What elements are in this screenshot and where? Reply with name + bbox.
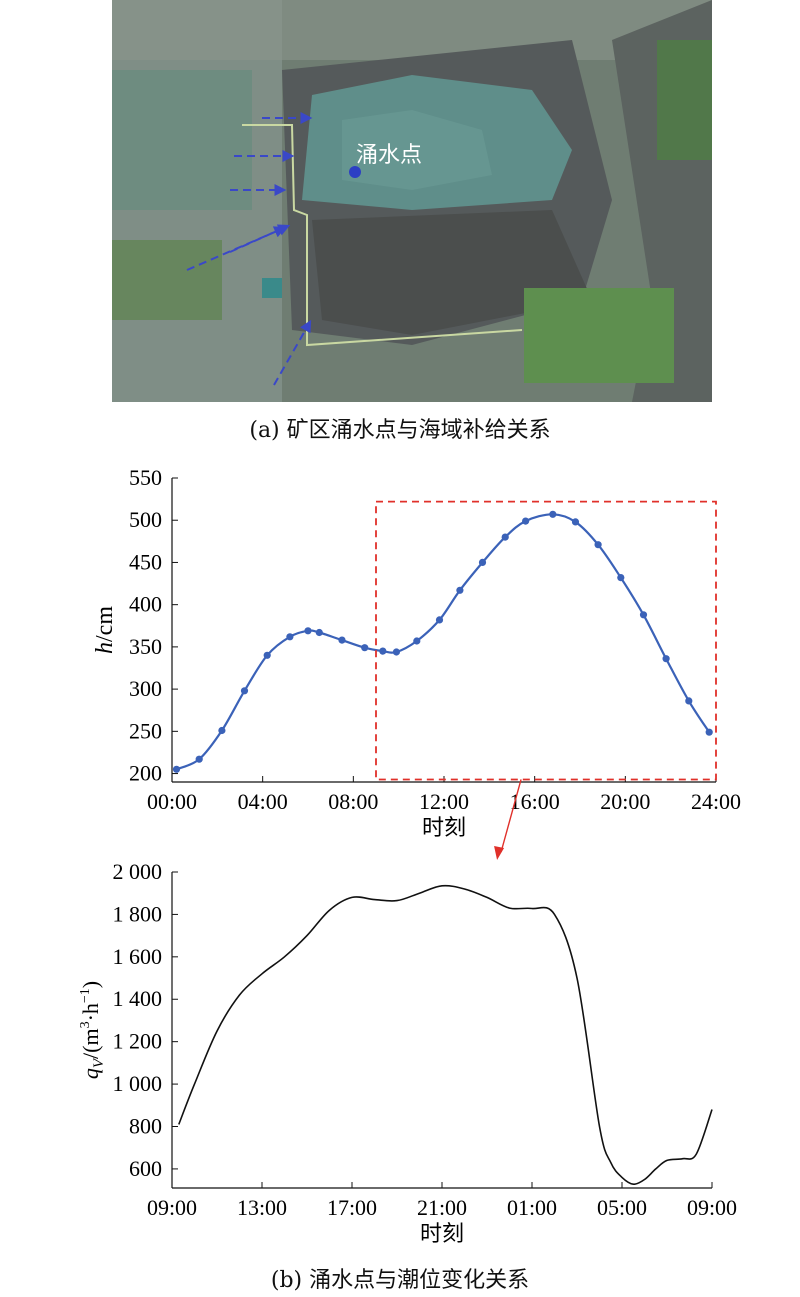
data-point [594,541,602,549]
data-point [392,648,400,656]
y-tick-label: 1 200 [113,1029,163,1054]
data-point [685,697,693,705]
data-point [263,651,271,659]
y-axis-label-q: q [78,1068,103,1079]
y-axis-label-unit: /(m [78,1028,103,1059]
x-tick-label: 09:00 [687,1195,737,1220]
x-tick-label: 17:00 [327,1195,377,1220]
data-point [549,510,557,518]
data-point [286,633,294,641]
y-tick-label: 1 400 [113,986,163,1011]
y-tick-label: 500 [129,507,162,532]
inrush-point-marker [349,166,361,178]
data-point [456,586,464,594]
y-tick-label: 550 [129,465,162,490]
y-axis-label-sub: V [91,1057,107,1068]
mine-aerial-photo: 涌水点 [112,0,712,402]
y-axis-label-sup2: −1 [78,988,93,1003]
inflow-rate-series-line [178,884,713,1186]
x-tick-label: 20:00 [600,789,650,814]
x-tick-label: 24:00 [691,789,741,814]
y-axis-label-unit: /cm [92,606,118,642]
x-axis-label: 时刻 [420,1221,464,1246]
y-tick-label: 350 [129,634,162,659]
data-point [172,765,181,773]
data-point [315,628,323,637]
caption-b: (b) 涌水点与潮位变化关系 [270,1268,530,1293]
highlight-arrow-line [500,779,522,853]
y-tick-label: 800 [129,1113,162,1138]
data-point [240,687,249,695]
data-point [501,533,509,541]
data-point [571,518,580,526]
tide-level-chart: 200 250 300 350 400 450 500 550 00:00 04:00 08:00 1… [92,465,741,860]
x-tick-label: 00:00 [147,789,197,814]
y-axis-label-end: ) [78,981,103,988]
data-point [435,616,444,624]
x-tick-label: 21:00 [417,1195,467,1220]
y-axis-label: h/cm [92,606,118,654]
data-point [338,636,346,644]
y-tick-label: 200 [129,761,162,786]
inrush-point-label: 涌水点 [356,142,422,167]
data-point [361,644,369,652]
y-axis-label-mid: ·h [78,1003,103,1021]
y-tick-label: 1 600 [113,944,163,969]
data-point [195,755,203,763]
data-point [662,655,670,663]
y-tick-label: 300 [129,676,162,701]
y-tick-label: 250 [129,718,162,743]
y-tick-label: 1 800 [113,901,163,926]
highlight-arrow-head [494,846,505,860]
y-axis-label-symbol: h [92,642,118,654]
data-point [304,627,312,635]
data-point [639,611,648,619]
x-tick-label: 08:00 [328,789,378,814]
data-point [705,728,713,736]
x-axis-label: 时刻 [422,815,466,840]
data-point [379,647,387,655]
data-point [617,574,625,582]
tide-level-series-line [176,513,711,771]
data-point [522,517,530,525]
y-axis-label-sup1: 3 [78,1021,93,1028]
data-point [218,726,226,735]
y-tick-label: 450 [129,549,162,574]
x-tick-label: 12:00 [419,789,469,814]
data-point [478,558,487,566]
y-tick-label: 1 000 [113,1071,163,1096]
y-axis-label: qV/(m3·h−1) [78,981,107,1079]
x-tick-label: 01:00 [507,1195,557,1220]
highlight-box [375,500,717,781]
y-tick-label: 600 [129,1156,162,1181]
inflow-rate-chart: 600 800 1 000 1 200 1 400 1 600 1 800 2 000 09:0… [78,860,737,1246]
x-tick-label: 04:00 [238,789,288,814]
x-tick-label: 09:00 [147,1195,197,1220]
x-tick-label: 05:00 [597,1195,647,1220]
x-tick-label: 13:00 [237,1195,287,1220]
y-tick-label: 400 [129,592,162,617]
y-tick-label: 2 000 [113,860,163,884]
caption-a: (a) 矿区涌水点与海域补给关系 [249,418,551,443]
data-point [413,637,421,645]
